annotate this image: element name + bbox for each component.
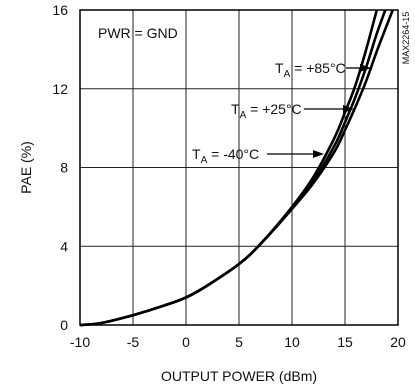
y-tick-label: 16 [52,2,68,18]
x-tick-label: 10 [284,334,300,350]
y-tick-label: 8 [60,160,68,176]
x-tick-label: 5 [235,334,243,350]
part-number: MAX2264-15 [401,12,411,65]
series-curves [79,9,394,327]
label-arrow-head [360,64,371,72]
label-25c: TA = +25°C [231,101,302,121]
condition-annotation: PWR = GND [98,25,178,41]
grid [79,9,399,326]
y-tick-label: 4 [60,238,68,254]
plot-border [79,9,399,326]
x-axis-label: OUTPUT POWER (dBm) [161,368,317,384]
label-85c: TA = +85°C [275,60,346,80]
label-minus40c: TA = -40°C [192,146,259,166]
x-tick-label: 0 [182,334,190,350]
x-tick-label: -10 [70,334,90,350]
label-arrow-head [343,105,354,113]
curve-minus40c [79,9,394,327]
x-tick-label: 15 [337,334,353,350]
x-tick-labels: -10 -5 0 5 10 15 20 [70,334,406,350]
series-labels: TA = +85°C TA = +25°C TA = -40°C [192,60,371,166]
x-tick-label: 20 [390,334,406,350]
y-tick-labels: 0 4 8 12 16 [52,2,68,333]
y-tick-label: 12 [52,81,68,97]
y-tick-label: 0 [60,317,68,333]
plot-frame [79,9,399,326]
label-arrow-head [313,150,324,158]
y-axis-label: PAE (%) [18,141,34,194]
x-tick-label: -5 [127,334,140,350]
